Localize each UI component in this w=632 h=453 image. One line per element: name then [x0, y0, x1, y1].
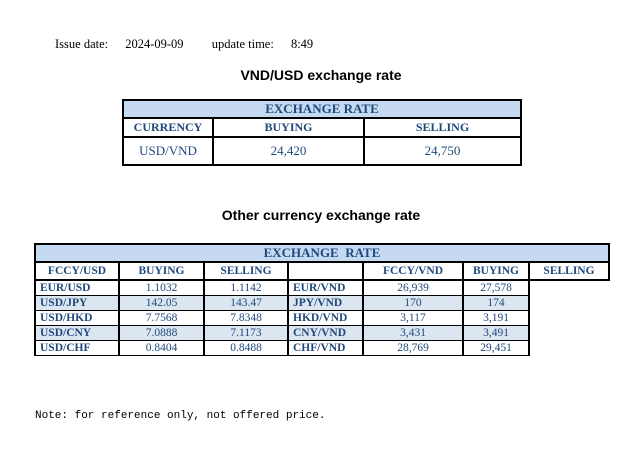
other-col-fccy-vnd: FCCY/VND — [362, 261, 464, 281]
right-selling-cell: 174 — [462, 295, 530, 311]
usd-vnd-rate-table: EXCHANGE RATE CURRENCY BUYING SELLING US… — [121, 99, 523, 166]
other-col-selling-right: SELLING — [528, 261, 610, 281]
left-buying-cell: 1.1032 — [118, 279, 205, 296]
left-buying-cell: 7.7568 — [118, 310, 205, 326]
other-col-buying-right: BUYING — [462, 261, 530, 281]
left-buying-cell: 142.05 — [118, 295, 205, 311]
issue-date-label: Issue date: — [55, 37, 109, 51]
left-pair-cell: USD/CNY — [34, 325, 120, 341]
right-pair-cell: EUR/VND — [287, 279, 364, 296]
right-pair-cell: CNY/VND — [287, 325, 364, 341]
usd-col-selling: SELLING — [362, 117, 523, 138]
usd-table-header-band: EXCHANGE RATE — [121, 99, 523, 119]
table-row: USD/CNY 7.0888 7.1173 CNY/VND 3,431 3,49… — [34, 325, 609, 341]
update-time-value: 8:49 — [290, 37, 314, 51]
update-time-label: update time: — [211, 37, 274, 51]
right-pair-cell: JPY/VND — [287, 295, 364, 311]
right-buying-cell: 3,117 — [362, 310, 464, 326]
issue-meta-line: Issue date: 2024-09-09 update time: 8:49 — [55, 37, 313, 52]
right-buying-cell: 170 — [362, 295, 464, 311]
usd-col-currency: CURRENCY — [122, 117, 214, 138]
table-row: USD/HKD 7.7568 7.8348 HKD/VND 3,117 3,19… — [34, 310, 609, 326]
usd-vnd-pair: USD/VND — [122, 136, 214, 166]
other-col-fccy-usd: FCCY/USD — [34, 261, 120, 281]
right-buying-cell: 3,431 — [362, 325, 464, 341]
left-buying-cell: 7.0888 — [118, 325, 205, 341]
left-pair-cell: EUR/USD — [34, 279, 120, 296]
usd-table-title: VND/USD exchange rate — [240, 67, 402, 83]
left-selling-cell: 7.8348 — [203, 310, 289, 326]
other-col-selling-left: SELLING — [203, 261, 289, 281]
table-row: USD/VND 24,420 24,750 — [122, 136, 523, 166]
left-selling-cell: 0.8488 — [203, 340, 289, 356]
usd-vnd-buying: 24,420 — [212, 136, 365, 166]
other-table-title: Other currency exchange rate — [221, 207, 421, 223]
left-pair-cell: USD/JPY — [34, 295, 120, 311]
right-buying-cell: 26,939 — [362, 279, 464, 296]
other-table-header-band: EXCHANGE RATE — [34, 243, 610, 263]
right-selling-cell: 3,491 — [462, 325, 530, 341]
left-selling-cell: 7.1173 — [203, 325, 289, 341]
spacer-column — [287, 261, 364, 281]
right-pair-cell: CHF/VND — [287, 340, 364, 356]
table-row: USD/JPY 142.05 143.47 JPY/VND 170 174 — [34, 295, 609, 311]
left-buying-cell: 0.8404 — [118, 340, 205, 356]
usd-col-buying: BUYING — [212, 117, 365, 138]
right-selling-cell: 27,578 — [462, 279, 530, 296]
usd-vnd-selling: 24,750 — [362, 136, 523, 166]
left-pair-cell: USD/HKD — [34, 310, 120, 326]
left-pair-cell: USD/CHF — [34, 340, 120, 356]
other-currency-rate-table: EXCHANGE RATE FCCY/USD BUYING SELLING FC… — [34, 243, 610, 356]
reference-note: Note: for reference only, not offered pr… — [35, 410, 326, 422]
right-buying-cell: 28,769 — [362, 340, 464, 356]
table-row: EUR/USD 1.1032 1.1142 EUR/VND 26,939 27,… — [34, 279, 609, 296]
left-selling-cell: 143.47 — [203, 295, 289, 311]
right-pair-cell: HKD/VND — [287, 310, 364, 326]
table-row: USD/CHF 0.8404 0.8488 CHF/VND 28,769 29,… — [34, 340, 609, 356]
right-selling-cell: 29,451 — [462, 340, 530, 356]
left-selling-cell: 1.1142 — [203, 279, 289, 296]
other-col-buying-left: BUYING — [118, 261, 205, 281]
issue-date-value: 2024-09-09 — [125, 37, 184, 51]
right-selling-cell: 3,191 — [462, 310, 530, 326]
